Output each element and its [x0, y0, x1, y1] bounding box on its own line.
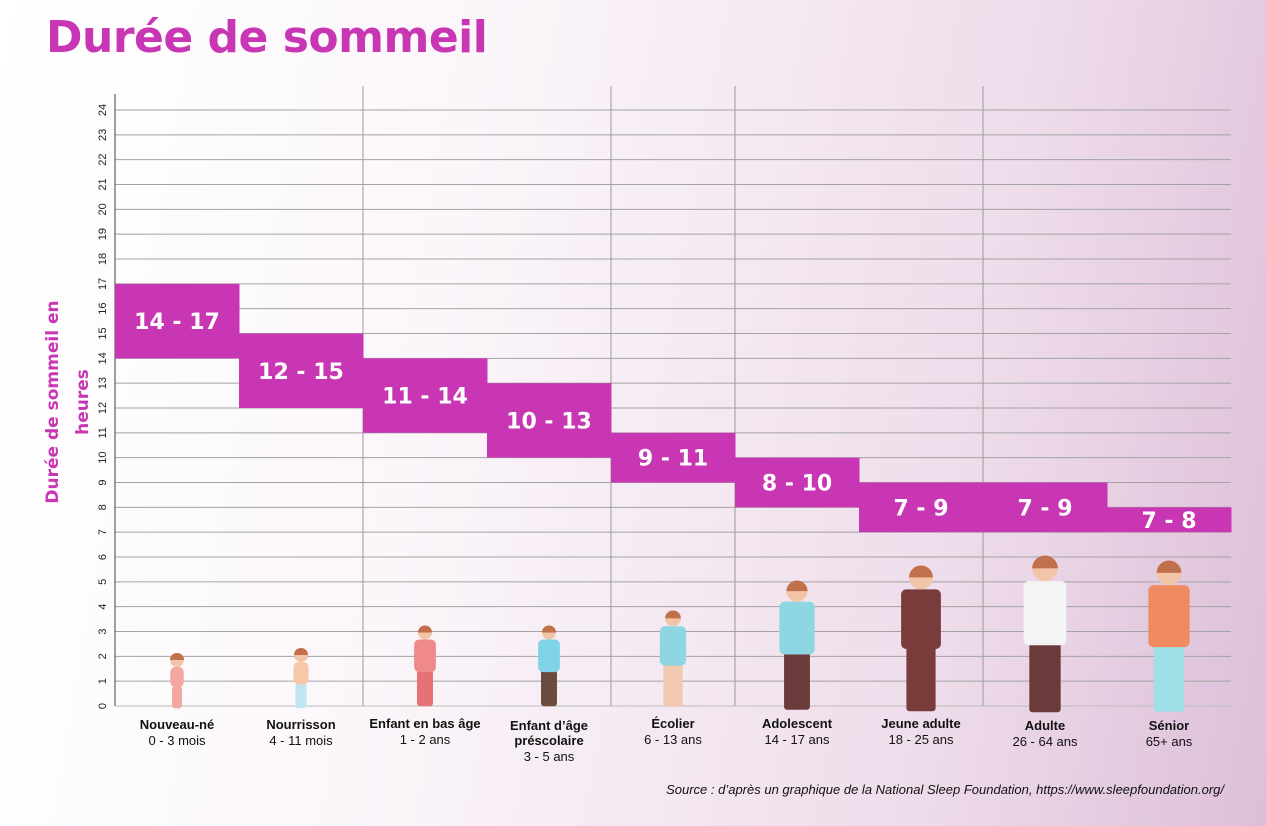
bar-value-label: 7 - 9: [893, 496, 948, 521]
y-tick-label: 24: [97, 104, 109, 116]
bar-value-label: 11 - 14: [382, 385, 468, 410]
y-tick-label: 21: [97, 178, 109, 190]
newborn-icon: [170, 653, 184, 709]
category-name: Adulte: [1024, 718, 1066, 733]
source-note: Source : d’après un graphique de la Nati…: [666, 782, 1224, 797]
category-age-range: 4 - 11 mois: [269, 733, 333, 748]
category-name: Écolier: [651, 716, 695, 731]
bar-value-label: 9 - 11: [638, 447, 708, 472]
y-tick-label: 10: [97, 452, 109, 464]
range-bar: [239, 333, 364, 408]
y-tick-label: 16: [97, 303, 109, 315]
y-tick-label: 1: [97, 678, 109, 684]
y-tick-label: 11: [97, 427, 109, 438]
bar-value-label: 7 - 8: [1141, 509, 1196, 534]
category-age-range: 26 - 64 ans: [1012, 734, 1078, 749]
bar-value-label: 8 - 10: [762, 472, 832, 497]
range-bar: [611, 432, 736, 483]
category-name: Enfant d’âge préscolaire: [509, 718, 588, 748]
range-bar: [487, 383, 612, 458]
bar-value-label: 7 - 9: [1017, 496, 1072, 521]
y-tick-label: 17: [97, 278, 109, 290]
adult-icon: [1023, 555, 1067, 713]
teenager-icon: [779, 580, 815, 710]
range-bar: [735, 457, 860, 508]
category-age-range: 6 - 13 ans: [644, 732, 702, 747]
senior-icon: [1148, 560, 1190, 712]
range-bar: [1107, 507, 1232, 533]
category-name: Sénior: [1148, 718, 1190, 733]
y-tick-label: 8: [97, 504, 109, 510]
y-tick-label: 23: [97, 129, 109, 141]
y-tick-label: 3: [97, 628, 109, 634]
category-name: Nouveau-né: [139, 717, 215, 732]
category-age-range: 1 - 2 ans: [399, 732, 451, 747]
range-bar: [859, 482, 984, 533]
range-bar: [115, 283, 240, 359]
range-bar: [983, 482, 1108, 533]
young-adult-icon: [901, 565, 941, 712]
y-tick-label: 13: [97, 377, 109, 389]
y-tick-label: 18: [97, 253, 109, 265]
category-name: Nourrisson: [266, 717, 336, 732]
y-tick-label: 19: [97, 228, 109, 240]
y-tick-label: 0: [97, 703, 109, 709]
infant-icon: [293, 648, 309, 708]
schoolchild-icon: [659, 610, 687, 707]
y-tick-label: 9: [97, 479, 109, 485]
bar-value-label: 12 - 15: [258, 360, 344, 385]
category-age-range: 0 - 3 mois: [148, 733, 206, 748]
y-tick-label: 12: [97, 402, 109, 414]
y-tick-label: 15: [97, 327, 109, 339]
range-bar: [363, 358, 488, 433]
y-tick-label: 22: [97, 154, 109, 166]
category-name: Jeune adulte: [881, 716, 961, 731]
page-title: Durée de sommeil: [46, 12, 488, 63]
y-tick-label: 2: [97, 653, 109, 659]
y-tick-label: 6: [97, 554, 109, 560]
category-age-range: 14 - 17 ans: [764, 732, 830, 747]
y-tick-label: 4: [97, 604, 109, 610]
toddler-icon: [414, 625, 436, 707]
bar-value-label: 14 - 17: [134, 310, 220, 335]
category-age-range: 3 - 5 ans: [523, 749, 575, 764]
y-tick-label: 7: [97, 529, 109, 535]
preschooler-icon: [538, 625, 560, 707]
category-name: Enfant en bas âge: [369, 716, 481, 731]
bar-value-label: 10 - 13: [506, 409, 592, 434]
category-age-range: 18 - 25 ans: [888, 732, 954, 747]
y-tick-label: 14: [97, 352, 109, 364]
category-name: Adolescent: [761, 716, 833, 731]
category-age-range: 65+ ans: [1145, 734, 1193, 749]
y-tick-label: 20: [97, 203, 109, 215]
y-tick-label: 5: [97, 579, 109, 585]
